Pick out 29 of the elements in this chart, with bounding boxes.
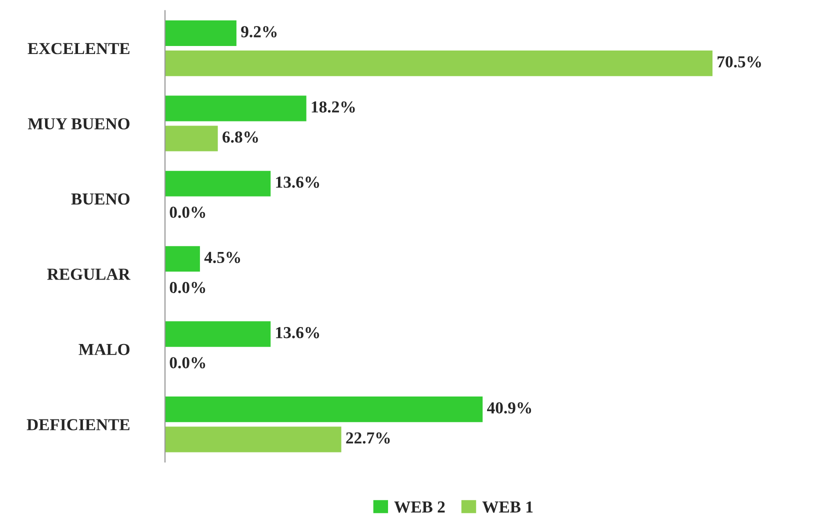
y-tick-label: BUENO (71, 193, 130, 205)
bar (165, 246, 200, 272)
data-label: 70.5% (718, 56, 761, 68)
bar (165, 426, 342, 452)
data-label: 9.2% (241, 26, 277, 38)
y-tick-label: EXCELENTE (28, 42, 130, 54)
data-label: 6.8% (222, 131, 258, 143)
bar (165, 396, 483, 422)
bar (165, 126, 218, 152)
data-label: 0.0% (170, 357, 206, 368)
data-label: 13.6% (276, 176, 320, 188)
bar (165, 96, 306, 122)
data-label: 18.2% (312, 101, 355, 113)
y-tick-label: MALO (78, 344, 130, 356)
data-label: 13.6% (276, 327, 320, 338)
bar (165, 50, 712, 76)
data-label: 22.7% (346, 432, 390, 444)
bar (165, 321, 271, 347)
y-tick-label: MUY BUENO (28, 118, 130, 130)
bar (165, 170, 271, 196)
data-label: 0.0% (170, 206, 206, 218)
bar (165, 20, 236, 46)
data-label: 0.0% (170, 282, 206, 294)
data-label: 40.9% (487, 402, 532, 414)
legend-label: WEB 2 (394, 501, 445, 513)
data-label: 4.5% (204, 252, 240, 264)
legend-label: WEB 1 (482, 501, 533, 513)
y-tick-label: REGULAR (47, 268, 130, 280)
y-tick-label: DEFICIENTE (26, 419, 130, 430)
